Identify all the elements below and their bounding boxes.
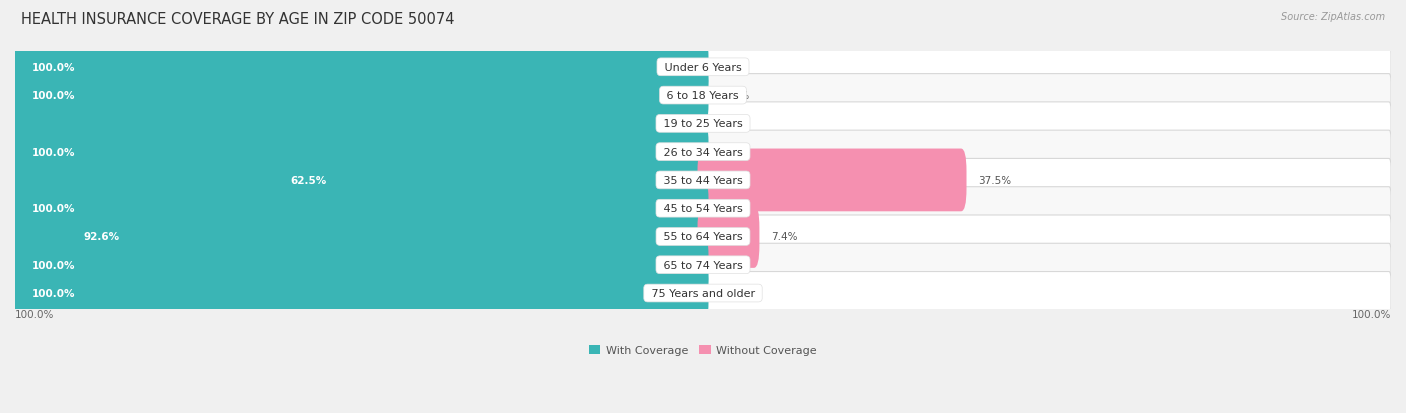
FancyBboxPatch shape bbox=[10, 234, 709, 297]
Text: Under 6 Years: Under 6 Years bbox=[661, 63, 745, 73]
Text: 92.6%: 92.6% bbox=[83, 232, 120, 242]
FancyBboxPatch shape bbox=[697, 149, 966, 212]
FancyBboxPatch shape bbox=[15, 159, 1391, 202]
Text: 62.5%: 62.5% bbox=[290, 176, 326, 185]
Text: 0.0%: 0.0% bbox=[724, 119, 749, 129]
FancyBboxPatch shape bbox=[15, 131, 1391, 174]
Text: 35 to 44 Years: 35 to 44 Years bbox=[659, 176, 747, 185]
FancyBboxPatch shape bbox=[15, 216, 1391, 259]
FancyBboxPatch shape bbox=[697, 206, 759, 268]
Text: 0.0%: 0.0% bbox=[657, 119, 682, 129]
Text: 65 to 74 Years: 65 to 74 Years bbox=[659, 260, 747, 270]
Text: 0.0%: 0.0% bbox=[724, 63, 749, 73]
Legend: With Coverage, Without Coverage: With Coverage, Without Coverage bbox=[585, 340, 821, 360]
FancyBboxPatch shape bbox=[15, 244, 1391, 287]
Text: 100.0%: 100.0% bbox=[32, 147, 76, 157]
FancyBboxPatch shape bbox=[10, 177, 709, 240]
Text: 100.0%: 100.0% bbox=[32, 91, 76, 101]
Text: 100.0%: 100.0% bbox=[1351, 310, 1391, 320]
Text: 0.0%: 0.0% bbox=[724, 260, 749, 270]
Text: 26 to 34 Years: 26 to 34 Years bbox=[659, 147, 747, 157]
Text: 100.0%: 100.0% bbox=[32, 288, 76, 298]
FancyBboxPatch shape bbox=[15, 74, 1391, 117]
FancyBboxPatch shape bbox=[60, 206, 709, 268]
Text: 19 to 25 Years: 19 to 25 Years bbox=[659, 119, 747, 129]
FancyBboxPatch shape bbox=[10, 64, 709, 127]
FancyBboxPatch shape bbox=[15, 102, 1391, 145]
Text: 100.0%: 100.0% bbox=[32, 260, 76, 270]
FancyBboxPatch shape bbox=[10, 262, 709, 325]
Text: 0.0%: 0.0% bbox=[724, 204, 749, 214]
Text: 45 to 54 Years: 45 to 54 Years bbox=[659, 204, 747, 214]
Text: Source: ZipAtlas.com: Source: ZipAtlas.com bbox=[1281, 12, 1385, 22]
Text: 0.0%: 0.0% bbox=[724, 147, 749, 157]
Text: 7.4%: 7.4% bbox=[770, 232, 797, 242]
Text: 55 to 64 Years: 55 to 64 Years bbox=[659, 232, 747, 242]
Text: HEALTH INSURANCE COVERAGE BY AGE IN ZIP CODE 50074: HEALTH INSURANCE COVERAGE BY AGE IN ZIP … bbox=[21, 12, 454, 27]
FancyBboxPatch shape bbox=[15, 272, 1391, 315]
Text: 0.0%: 0.0% bbox=[724, 91, 749, 101]
Text: 100.0%: 100.0% bbox=[32, 204, 76, 214]
Text: 100.0%: 100.0% bbox=[15, 310, 55, 320]
FancyBboxPatch shape bbox=[10, 36, 709, 99]
FancyBboxPatch shape bbox=[15, 187, 1391, 230]
Text: 75 Years and older: 75 Years and older bbox=[648, 288, 758, 298]
Text: 6 to 18 Years: 6 to 18 Years bbox=[664, 91, 742, 101]
FancyBboxPatch shape bbox=[15, 46, 1391, 89]
Text: 0.0%: 0.0% bbox=[724, 288, 749, 298]
Text: 100.0%: 100.0% bbox=[32, 63, 76, 73]
FancyBboxPatch shape bbox=[10, 121, 709, 184]
FancyBboxPatch shape bbox=[267, 149, 709, 212]
Text: 37.5%: 37.5% bbox=[979, 176, 1011, 185]
